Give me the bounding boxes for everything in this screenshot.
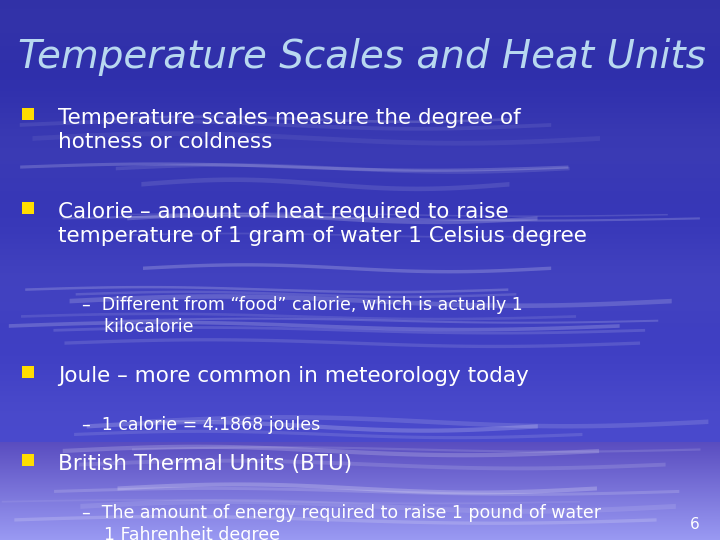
Text: British Thermal Units (BTU): British Thermal Units (BTU)	[58, 454, 352, 474]
Text: Calorie – amount of heat required to raise
temperature of 1 gram of water 1 Cels: Calorie – amount of heat required to rai…	[58, 202, 587, 246]
Text: –  The amount of energy required to raise 1 pound of water
    1 Fahrenheit degr: – The amount of energy required to raise…	[82, 504, 601, 540]
Bar	[22, 454, 34, 466]
Text: Temperature scales measure the degree of
hotness or coldness: Temperature scales measure the degree of…	[58, 108, 521, 152]
Text: –  1 calorie = 4.1868 joules: – 1 calorie = 4.1868 joules	[82, 416, 320, 434]
Bar	[22, 366, 34, 378]
Text: Temperature Scales and Heat Units: Temperature Scales and Heat Units	[18, 38, 706, 76]
Text: Joule – more common in meteorology today: Joule – more common in meteorology today	[58, 366, 528, 386]
Text: –  Different from “food” calorie, which is actually 1
    kilocalorie: – Different from “food” calorie, which i…	[82, 296, 523, 335]
Text: 6: 6	[690, 517, 700, 532]
Bar	[22, 202, 34, 214]
Bar	[22, 108, 34, 120]
